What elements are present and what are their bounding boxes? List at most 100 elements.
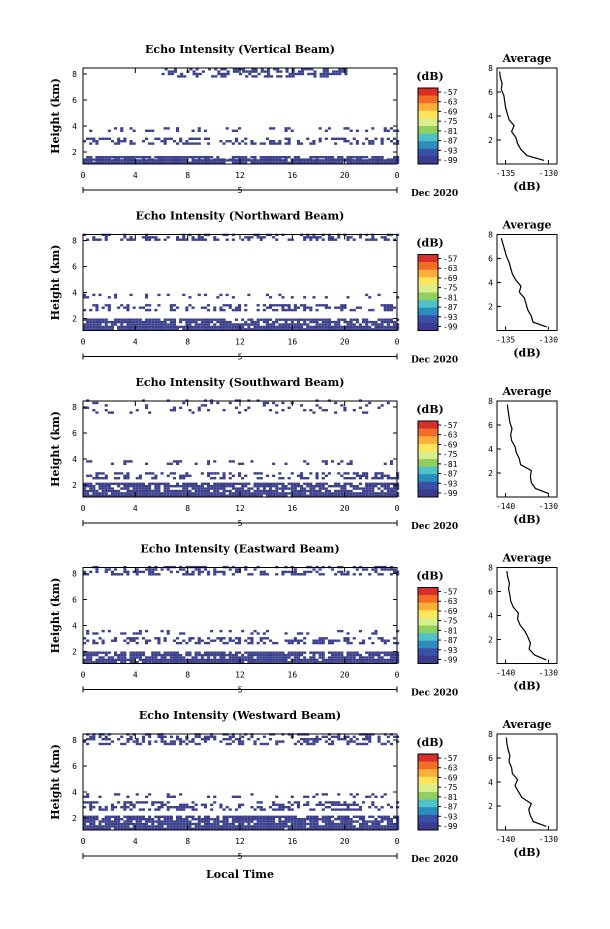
echo-cell	[259, 325, 263, 329]
echo-cell	[307, 72, 311, 76]
echo-cell	[228, 658, 232, 662]
echo-cell	[95, 482, 99, 485]
echo-cell	[321, 827, 325, 830]
echo-cell	[259, 656, 263, 659]
echo-cell	[234, 570, 238, 574]
echo-cell	[200, 156, 204, 159]
colorbar-tick-label: -63	[443, 597, 458, 606]
echo-cell	[290, 822, 294, 826]
echo-cell	[313, 72, 317, 76]
echo-cell	[83, 140, 87, 143]
echo-cell	[315, 238, 319, 241]
echo-cell	[265, 485, 269, 488]
echo-cell	[293, 494, 297, 497]
echo-cell	[182, 158, 186, 161]
echo-cell	[200, 485, 204, 488]
echo-cell	[293, 485, 297, 488]
echo-cell	[160, 740, 164, 743]
echo-cell	[166, 806, 170, 809]
echo-cell	[129, 411, 133, 414]
echo-cell	[107, 485, 111, 488]
echo-cell	[334, 827, 338, 830]
echo-cell	[358, 482, 362, 485]
echo-cell	[287, 827, 291, 830]
echo-cell	[132, 658, 136, 662]
echo-cell	[160, 472, 164, 475]
echo-cell	[293, 653, 297, 657]
echo-cell	[107, 629, 111, 633]
echo-cell	[154, 568, 158, 571]
echo-cell	[396, 161, 400, 164]
echo-cell	[104, 489, 108, 493]
echo-cell	[293, 161, 297, 164]
echo-cell	[203, 822, 207, 826]
echo-cell	[256, 159, 260, 162]
echo-cell	[315, 492, 319, 495]
echo-cell	[380, 477, 384, 480]
echo-cell	[182, 658, 186, 662]
echo-cell	[135, 632, 139, 635]
colorbar-tick-label: -99	[443, 323, 458, 332]
echo-cell	[253, 158, 257, 161]
echo-cell	[256, 632, 260, 635]
echo-cell	[86, 492, 90, 495]
average-title: Average	[501, 219, 551, 232]
echo-cell	[92, 825, 96, 828]
echo-cell	[300, 323, 304, 326]
echo-cell	[163, 328, 167, 331]
echo-cell	[129, 653, 133, 657]
echo-cell	[278, 304, 282, 307]
echo-cell	[238, 411, 242, 414]
echo-cell	[234, 661, 238, 664]
echo-cell	[241, 462, 245, 465]
echo-cell	[374, 325, 378, 329]
echo-cell	[203, 482, 207, 485]
echo-cell	[197, 568, 201, 571]
echo-cell	[285, 70, 289, 73]
echo-cell	[269, 306, 273, 309]
echo-cell	[188, 489, 192, 493]
echo-cell	[293, 801, 297, 804]
echo-cell	[380, 651, 384, 654]
echo-cell	[312, 822, 316, 826]
echo-cell	[346, 158, 350, 161]
average-y-tick-label: 8	[488, 564, 493, 573]
echo-cell	[138, 653, 142, 657]
echo-cell	[107, 568, 111, 571]
echo-cell	[86, 156, 90, 159]
colorbar-swatch	[418, 443, 438, 452]
echo-cell	[287, 306, 291, 309]
echo-cell	[192, 72, 196, 76]
echo-cell	[337, 323, 341, 326]
echo-cell	[176, 156, 180, 159]
echo-cell	[393, 325, 397, 329]
echo-cell	[303, 487, 307, 490]
echo-cell	[197, 485, 201, 488]
echo-cell	[194, 161, 198, 164]
echo-cell	[89, 129, 93, 132]
echo-cell	[216, 637, 220, 640]
echo-cell	[318, 161, 322, 164]
echo-cell	[272, 328, 276, 331]
echo-cell	[176, 236, 180, 239]
echo-cell	[383, 492, 387, 495]
echo-cell	[259, 808, 263, 811]
echo-cell	[324, 158, 328, 161]
echo-cell	[319, 75, 323, 78]
echo-cell	[226, 72, 230, 76]
echo-cell	[172, 492, 176, 495]
echo-cell	[346, 482, 350, 485]
echo-cell	[191, 494, 195, 497]
echo-cell	[340, 318, 344, 321]
echo-cell	[250, 651, 254, 654]
echo-cell	[114, 320, 118, 324]
echo-cell	[148, 489, 152, 493]
echo-cell	[197, 156, 201, 159]
echo-cell	[141, 740, 145, 743]
echo-cell	[352, 318, 356, 321]
echo-cell	[362, 156, 366, 159]
echo-cell	[265, 325, 269, 329]
echo-cell	[247, 489, 251, 493]
echo-cell	[132, 818, 136, 821]
echo-cell	[194, 156, 198, 159]
